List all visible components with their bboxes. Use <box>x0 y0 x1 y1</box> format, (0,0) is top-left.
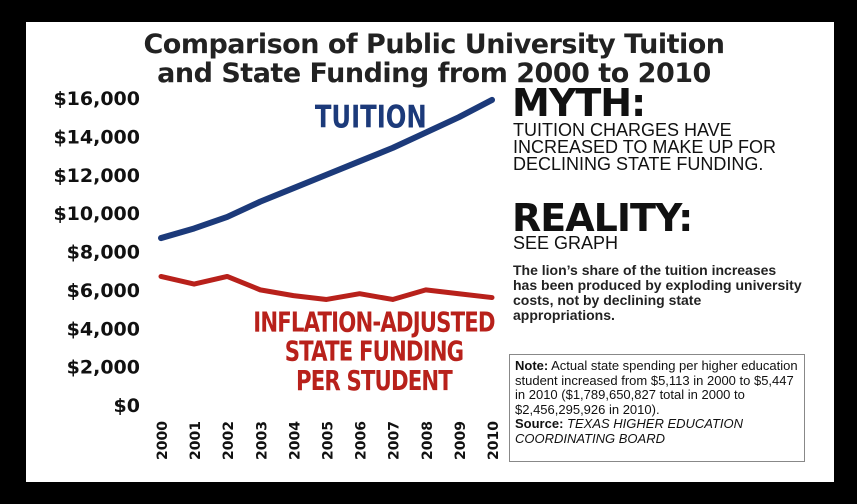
y-tick-label: $14,000 <box>53 126 140 148</box>
source-text: TEXAS HIGHER EDUCATION COORDINATING BOAR… <box>515 416 744 446</box>
chart-title: Comparison of Public University Tuition … <box>34 30 834 88</box>
x-tick-label: 2006 <box>354 421 370 460</box>
note-box: Note: Actual state spending per higher e… <box>509 354 805 462</box>
x-tick-label: 2009 <box>453 421 469 460</box>
x-tick-label: 2002 <box>221 421 237 460</box>
x-axis: 2000 2001 2002 2003 2004 2005 2006 2007 2008 2009… <box>155 421 502 460</box>
note-text: Actual state spending per higher educati… <box>515 358 798 417</box>
series-lines <box>158 96 495 302</box>
x-tick-label: 2000 <box>155 421 171 460</box>
y-tick-label: $0 <box>114 395 140 417</box>
y-tick-label: $8,000 <box>67 242 140 264</box>
tuition-series-label: TUITION <box>315 99 427 136</box>
reality-subheading: SEE GRAPH <box>513 233 619 253</box>
x-tick-label: 2003 <box>254 421 270 460</box>
state-funding-series-label: PER STUDENT <box>296 364 453 397</box>
title-line-2: and State Funding from 2000 to 2010 <box>157 58 711 89</box>
y-tick-label: $16,000 <box>53 88 140 110</box>
reality-paragraph: The lion’s share of the tuition increase… <box>513 262 802 323</box>
x-tick-label: 2001 <box>188 421 204 460</box>
y-tick-label: $4,000 <box>67 318 140 340</box>
x-tick-label: 2007 <box>387 421 403 460</box>
tuition-line <box>158 96 495 242</box>
x-tick-label: 2005 <box>321 421 337 460</box>
y-tick-label: $2,000 <box>67 357 140 379</box>
chart-frame <box>26 22 834 482</box>
x-tick-label: 2004 <box>287 421 303 460</box>
title-line-1: Comparison of Public University Tuition <box>143 29 725 60</box>
state-funding-line <box>158 273 495 302</box>
myth-text: TUITION CHARGES HAVE INCREASED TO MAKE U… <box>513 120 777 174</box>
state-funding-series-label: INFLATION-ADJUSTED <box>253 306 495 339</box>
y-tick-label: $6,000 <box>67 280 140 302</box>
y-axis: $0 $2,000 $4,000 $6,000 $8,000 $10,000 $12,000… <box>53 88 140 417</box>
x-tick-label: 2008 <box>420 421 436 460</box>
note-label: Note: <box>515 358 549 373</box>
myth-heading: MYTH: <box>512 81 646 125</box>
state-funding-series-label: STATE FUNDING <box>285 335 464 368</box>
y-tick-label: $12,000 <box>53 165 140 187</box>
reality-heading: REALITY: <box>512 196 693 240</box>
x-tick-label: 2010 <box>486 421 502 460</box>
source-label: Source: <box>515 416 564 431</box>
y-tick-label: $10,000 <box>53 203 140 225</box>
